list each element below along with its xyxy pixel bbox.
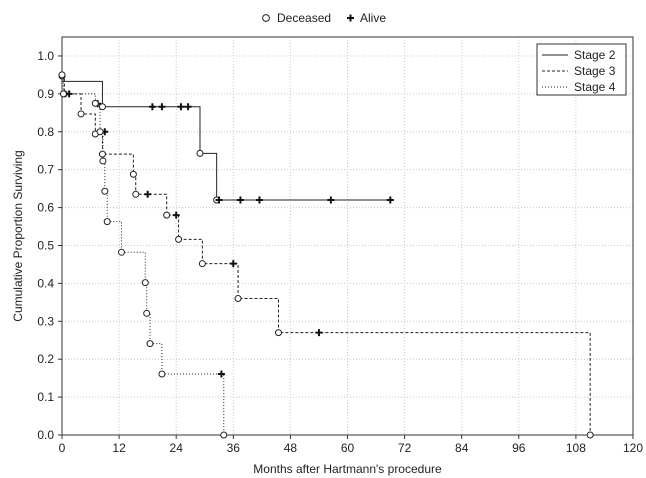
stage-4-deceased-marker <box>59 90 67 98</box>
stage-3-deceased-marker <box>175 235 183 243</box>
stage-3-deceased-marker <box>198 260 206 268</box>
stage-4-deceased-marker <box>91 99 99 107</box>
x-tick-label: 0 <box>59 441 66 455</box>
x-axis-ticks: 0 12 24 36 48 60 72 84 96 108 120 <box>59 435 643 455</box>
stage-3-deceased-marker <box>163 211 171 219</box>
stage-2-legend-label: Stage 2 <box>574 48 616 62</box>
stage-4-deceased-marker <box>96 128 104 136</box>
x-tick-label: 12 <box>112 441 126 455</box>
stage-4-deceased-marker <box>117 248 125 256</box>
alive-legend-marker-icon <box>347 14 354 22</box>
stage-2-deceased-marker <box>98 103 106 111</box>
x-tick-label: 36 <box>227 441 241 455</box>
stage-2-alive-marker <box>148 103 156 111</box>
stage-4-deceased-marker <box>141 279 149 287</box>
stage-3-deceased-marker <box>129 170 137 178</box>
y-tick-label: 1.0 <box>37 49 54 63</box>
markers <box>58 71 594 439</box>
series-lines <box>62 74 591 435</box>
x-tick-label: 108 <box>566 441 586 455</box>
stage-4-deceased-marker <box>101 187 109 195</box>
stage-4-deceased-marker <box>103 218 111 226</box>
grid-lines <box>62 37 633 435</box>
x-tick-label: 120 <box>623 441 643 455</box>
stage-4-deceased-marker <box>58 71 66 79</box>
stage-2-deceased-marker <box>196 149 204 157</box>
x-tick-label: 84 <box>455 441 469 455</box>
stage-3-survival-line <box>62 75 591 435</box>
deceased-legend-marker-icon <box>262 14 270 22</box>
stage-2-alive-marker <box>177 103 185 111</box>
stage-2-survival-line <box>62 80 391 201</box>
stage-2-alive-marker <box>158 103 166 111</box>
stage-3-alive-marker <box>172 211 180 219</box>
x-axis-label: Months after Hartmann's procedure <box>253 462 442 476</box>
y-tick-label: 0.7 <box>37 163 54 177</box>
stage-3-deceased-marker <box>132 190 140 198</box>
stage-4-alive-marker <box>217 370 225 378</box>
stage-2-alive-marker <box>386 196 394 204</box>
stage-4-legend-label: Stage 4 <box>574 80 616 94</box>
x-tick-label: 72 <box>398 441 412 455</box>
y-axis-label: Cumulative Proportion Surviving <box>11 150 25 321</box>
y-tick-label: 0.4 <box>37 276 54 290</box>
deceased-legend-label: Deceased <box>277 11 331 25</box>
stage-3-legend-label: Stage 3 <box>574 64 616 78</box>
stage-4-deceased-marker <box>143 309 151 317</box>
alive-legend-label: Alive <box>360 11 386 25</box>
stage-2-alive-marker <box>255 196 263 204</box>
y-tick-label: 0.0 <box>37 428 54 442</box>
x-tick-label: 24 <box>170 441 184 455</box>
x-tick-label: 60 <box>341 441 355 455</box>
y-tick-label: 0.1 <box>37 390 54 404</box>
y-tick-label: 0.6 <box>37 201 54 215</box>
y-tick-label: 0.9 <box>37 87 54 101</box>
x-tick-label: 48 <box>284 441 298 455</box>
y-tick-label: 0.2 <box>37 352 54 366</box>
y-tick-label: 0.3 <box>37 314 54 328</box>
x-tick-label: 96 <box>512 441 526 455</box>
line-legend: Stage 2 Stage 3 Stage 4 <box>536 43 627 96</box>
marker-legend: Deceased Alive <box>262 11 386 25</box>
stage-4-deceased-marker <box>99 157 107 165</box>
stage-2-alive-marker <box>327 196 335 204</box>
stage-3-alive-marker <box>229 260 237 268</box>
stage-3-deceased-marker <box>234 295 242 303</box>
y-tick-label: 0.5 <box>37 238 54 252</box>
stage-4-deceased-marker <box>158 370 166 378</box>
stage-3-deceased-marker <box>586 431 594 439</box>
stage-3-alive-marker <box>315 329 323 337</box>
stage-2-alive-marker <box>236 196 244 204</box>
stage-3-deceased-marker <box>98 150 106 158</box>
stage-4-deceased-marker <box>146 340 154 348</box>
stage-3-deceased-marker <box>275 329 283 337</box>
y-tick-label: 0.8 <box>37 125 54 139</box>
stage-3-deceased-marker <box>77 110 85 118</box>
stage-2-alive-marker <box>215 196 223 204</box>
stage-4-deceased-marker <box>220 431 228 439</box>
y-axis-ticks: 0.0 0.1 0.2 0.3 0.4 0.5 0.6 0.7 0.8 0.9 1.0 <box>37 49 62 442</box>
stage-3-alive-marker <box>144 190 152 198</box>
stage-2-alive-marker <box>184 103 192 111</box>
